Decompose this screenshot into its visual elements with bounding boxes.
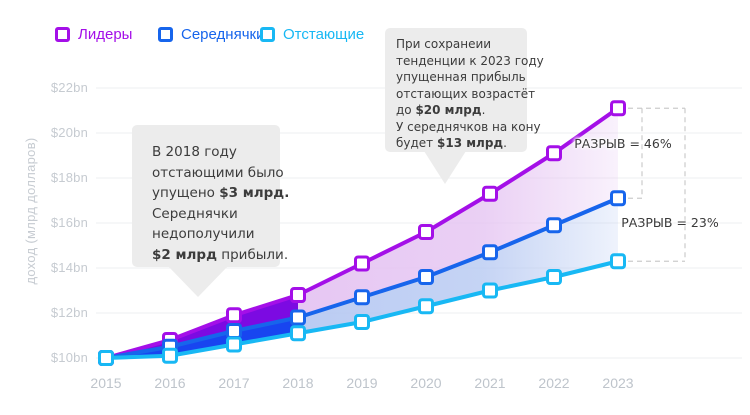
x-axis-tick: 2021 — [474, 375, 506, 391]
data-point-marker — [610, 100, 626, 117]
data-point-marker — [418, 298, 434, 315]
data-point-marker — [482, 244, 498, 261]
legend-label: Середнячки — [181, 26, 265, 43]
middles-swatch-icon — [158, 27, 173, 42]
y-axis-tick: $16bn — [50, 215, 88, 230]
y-axis-tick: $12bn — [50, 305, 88, 320]
y-axis-tick: $18bn — [50, 170, 88, 185]
callout-2023-forecast: При сохранеии тенденции к 2023 году упущен… — [385, 28, 544, 152]
data-point-marker — [418, 269, 434, 285]
data-point-marker — [226, 323, 242, 339]
y-axis-tick: $10bn — [50, 350, 88, 365]
data-point-marker — [354, 314, 370, 330]
y-axis-tick: $22bn — [50, 80, 88, 95]
y-axis-title: доход (млрд долларов) — [23, 137, 38, 285]
gap-label-23: РАЗРЫВ = 23% — [621, 215, 719, 230]
gap-label-46: РАЗРЫВ = 46% — [574, 136, 672, 151]
annotation-line: упущено $3 млрд. — [152, 185, 290, 202]
data-point-marker — [418, 224, 434, 240]
annotation-line: тенденции к 2023 году — [396, 53, 544, 68]
legend-label: Лидеры — [78, 26, 133, 43]
legend-label: Отстающие — [283, 26, 365, 43]
annotation-line: У середнячков на кону — [396, 119, 541, 134]
x-axis-tick: 2023 — [602, 375, 634, 391]
annotation-line: отстающими было — [152, 164, 284, 181]
data-point-marker — [290, 309, 306, 326]
callout-pointer — [168, 266, 228, 297]
data-point-marker — [546, 217, 562, 234]
annotation-line: отстающих возрастёт — [396, 86, 536, 101]
callout-pointer — [424, 151, 466, 184]
data-point-marker — [98, 350, 114, 366]
annotation-line: недополучили — [152, 226, 255, 243]
annotation-line: $2 млрд прибыли. — [152, 246, 289, 263]
data-point-marker — [290, 325, 306, 342]
x-axis-tick: 2017 — [218, 375, 250, 391]
data-point-marker — [354, 289, 370, 306]
data-point-marker — [162, 347, 178, 364]
y-axis-tick: $14bn — [50, 260, 88, 275]
data-point-marker — [354, 255, 370, 272]
annotation-line: Середнячки — [152, 205, 238, 222]
legend-item-leaders: Лидеры — [55, 26, 132, 43]
annotation-line: до $20 млрд. — [396, 103, 486, 117]
data-point-marker — [290, 287, 306, 303]
callout-2018-losses: В 2018 году отстающими было упущено $3 млр… — [132, 125, 290, 267]
data-point-marker — [226, 307, 242, 324]
x-axis-tick: 2018 — [282, 375, 314, 391]
annotation-line: упущенная прибыль — [396, 70, 526, 84]
x-axis-tick: 2022 — [538, 375, 570, 391]
annotation-line: будет $13 млрд. — [396, 136, 507, 150]
x-axis-tick: 2020 — [410, 375, 442, 391]
laggards-swatch-icon — [260, 27, 275, 42]
annotation-line: При сохранеии — [396, 37, 492, 51]
data-point-marker — [482, 282, 498, 299]
legend-item-middles: Середнячки — [158, 26, 264, 43]
y-axis-tick: $20bn — [50, 125, 88, 140]
x-axis-tick: 2019 — [346, 375, 378, 391]
gap-bracket — [628, 107, 686, 262]
data-point-marker — [610, 253, 626, 270]
annotation-line: В 2018 году — [152, 144, 237, 160]
leaders-swatch-icon — [55, 27, 70, 42]
legend-item-laggards: Отстающие — [260, 26, 364, 43]
x-axis-tick: 2015 — [90, 375, 122, 391]
x-axis-tick: 2016 — [154, 375, 186, 391]
data-point-marker — [546, 269, 562, 285]
data-point-marker — [226, 336, 242, 353]
data-point-marker — [482, 185, 498, 202]
data-point-marker — [546, 145, 562, 162]
data-point-marker — [610, 190, 626, 207]
